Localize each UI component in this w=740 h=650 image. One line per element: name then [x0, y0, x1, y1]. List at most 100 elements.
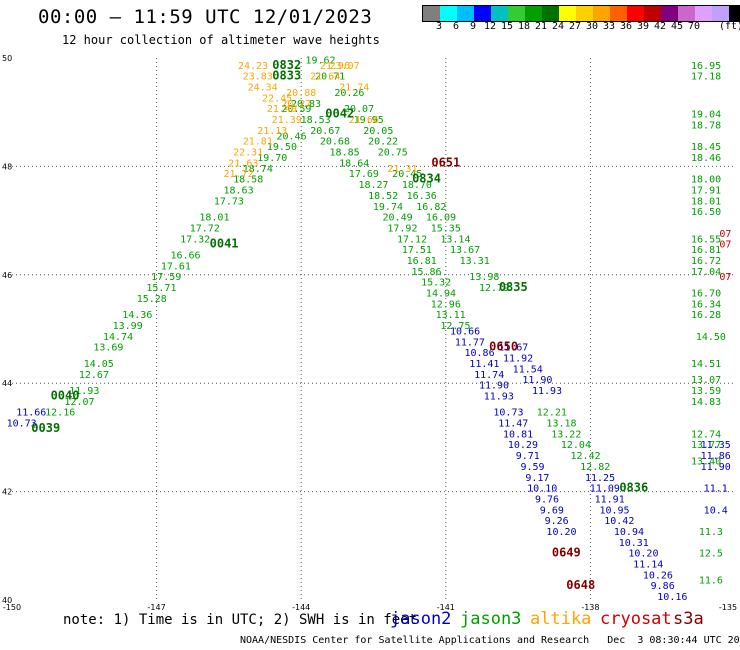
pass-time-label: 0834 [412, 172, 441, 186]
colorbar-tick-label: 24 [551, 21, 565, 32]
data-point-jason3: 20.67 [310, 126, 340, 137]
data-point-jason3: 13.40 [691, 457, 721, 468]
x-tick-label: -150 [3, 603, 21, 612]
data-point-jason3: 12.21 [537, 408, 567, 419]
colorbar-swatch [678, 6, 695, 21]
data-point-jason3: 13.07 [691, 375, 721, 386]
footer-credit: NOAA/NESDIS Center for Satellite Applica… [240, 635, 740, 646]
data-point-jason2: 9.59 [521, 462, 545, 473]
data-point-altika: 21.81 [243, 137, 273, 148]
data-point-altika: 22.31 [233, 148, 263, 159]
data-point-jason2: 10.10 [527, 484, 557, 495]
data-point-jason3: 16.09 [426, 213, 456, 224]
data-point-jason3: 18.53 [301, 115, 331, 126]
data-point-jason2: 11.14 [633, 559, 663, 570]
data-point-altika: 20.88 [286, 88, 316, 99]
data-point-jason3: 18.58 [233, 175, 263, 186]
legend-altika: altika [530, 609, 592, 629]
pass-time-label: 0648 [566, 578, 595, 592]
colorbar-swatch [508, 6, 525, 21]
data-point-jason3: 18.70 [402, 180, 432, 191]
data-point-jason3: 15.71 [146, 283, 176, 294]
data-point-jason3: 17.51 [402, 245, 432, 256]
data-point-jason3: 13.11 [436, 310, 466, 321]
colorbar-tick-label: 21 [534, 21, 548, 32]
pass-time-label: 0042 [325, 107, 354, 121]
data-point-jason3: 18.27 [358, 180, 388, 191]
data-point-jason3: 19.50 [267, 142, 297, 153]
data-point-jason3: 13.77 [691, 440, 721, 451]
colorbar-tick-label: 39 [636, 21, 650, 32]
data-point-jason3: 14.50 [696, 332, 726, 343]
data-point-jason2: 11.1 [704, 484, 728, 495]
colorbar-swatch [712, 6, 729, 21]
data-point-jason2: 11.90 [522, 375, 552, 386]
colorbar-swatch [644, 6, 661, 21]
colorbar-swatch [593, 6, 610, 21]
data-point-jason3: 20.71 [315, 72, 345, 83]
data-point-jason3: 18.64 [339, 158, 369, 169]
data-point-jason3: 13.14 [440, 234, 470, 245]
data-point-jason3: 17.32 [180, 234, 210, 245]
data-point-jason3: 18.46 [691, 153, 721, 164]
data-point-jason3: 12.04 [561, 440, 591, 451]
data-point-jason3: 16.81 [691, 245, 721, 256]
data-point-jason3: 12.74 [691, 429, 721, 440]
data-point-jason2: 10.42 [604, 516, 634, 527]
data-point-jason2: 11.77 [455, 337, 485, 348]
colorbar-tick-label: 30 [585, 21, 599, 32]
colorbar-tick-label: 42 [653, 21, 667, 32]
data-point-jason3: 17.12 [397, 234, 427, 245]
data-point-jason2: 11.93 [532, 386, 562, 397]
y-tick-label: 46 [2, 271, 12, 280]
data-point-jason3: 16.72 [691, 256, 721, 267]
data-point-altika: 21.72 [223, 169, 253, 180]
data-point-jason2: 11.35 [701, 440, 731, 451]
data-point-altika: 23.83 [243, 72, 273, 83]
pass-time-label: 0041 [210, 237, 239, 251]
data-point-jason3: 18.00 [691, 175, 721, 186]
x-tick-label: -147 [148, 603, 166, 612]
data-point-jason3: 19.95 [354, 115, 384, 126]
data-point-jason2: 9.86 [651, 581, 675, 592]
data-point-altika: 22.45 [262, 93, 292, 104]
data-point-jason3: 17.69 [349, 169, 379, 180]
pass-time-label: 0651 [431, 155, 460, 169]
data-point-jason3: 16.82 [416, 202, 446, 213]
data-point-jason3: 16.36 [407, 191, 437, 202]
data-point-jason2: 11.93 [484, 391, 514, 402]
data-point-jason3: 20.45 [392, 169, 422, 180]
data-point-jason3: 13.59 [691, 386, 721, 397]
data-point-jason3: 14.74 [103, 332, 133, 343]
data-point-jason2: 10.86 [464, 348, 494, 359]
chart-note: note: 1) Time is in UTC; 2) SWH is in fe… [63, 612, 418, 628]
colorbar-swatch [423, 6, 440, 21]
data-point-jason2: 10.66 [450, 326, 480, 337]
pass-time-label: 0836 [619, 481, 648, 495]
legend-cryosat: cryosat [600, 609, 672, 629]
pass-time-label: 0832 [272, 58, 301, 72]
colorbar-swatch [559, 6, 576, 21]
data-point-jason3: 17.73 [214, 196, 244, 207]
data-point-jason3: 13.69 [93, 343, 123, 354]
data-point-cryosat: 07 [719, 229, 731, 240]
data-point-jason3: 11.6 [699, 576, 723, 587]
data-point-jason2: 10.20 [546, 527, 576, 538]
data-point-jason3: 17.18 [691, 72, 721, 83]
colorbar-swatch [440, 6, 457, 21]
y-tick-label: 48 [2, 162, 12, 171]
data-point-jason2: 11.86 [701, 451, 731, 462]
chart-subtitle: 12 hour collection of altimeter wave hei… [62, 33, 380, 47]
pass-time-label: 0650 [489, 340, 518, 354]
x-tick-label: -135 [719, 603, 737, 612]
data-point-jason3: 16.66 [170, 251, 200, 262]
data-point-jason2: 9.76 [535, 494, 559, 505]
data-point-jason3: 16.34 [691, 299, 721, 310]
data-point-jason2: 10.29 [508, 440, 538, 451]
data-point-jason2: 10.26 [643, 570, 673, 581]
data-point-jason3: 18.63 [223, 186, 253, 197]
colorbar [422, 5, 740, 22]
colorbar-tick-label: 33 [602, 21, 616, 32]
data-point-jason3: 12.42 [571, 451, 601, 462]
